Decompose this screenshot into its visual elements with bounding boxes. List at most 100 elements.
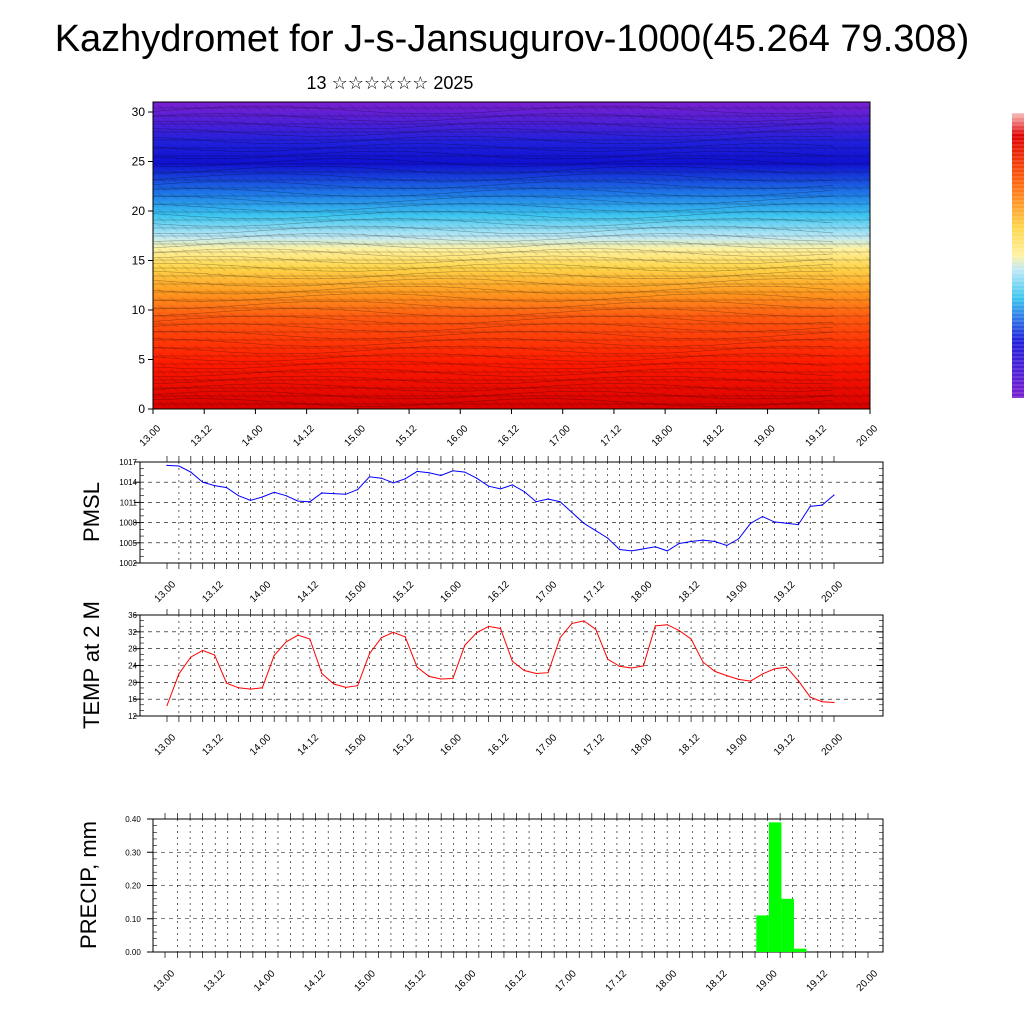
chart-subtitle: 13 ☆☆☆☆☆☆ 2025 bbox=[306, 73, 474, 93]
temp-x-tick-label: 16.00 bbox=[439, 732, 465, 758]
temp-data-point bbox=[690, 638, 692, 640]
temp-data-point bbox=[773, 668, 776, 670]
pmsl-x-tick-label: 13.12 bbox=[200, 579, 226, 605]
temp-x-tick-label: 18.00 bbox=[629, 732, 655, 758]
temp-x-tick-label: 19.00 bbox=[724, 732, 750, 758]
pmsl-data-point bbox=[464, 471, 466, 473]
pmsl-data-point bbox=[690, 540, 692, 543]
temp-data-point bbox=[249, 688, 251, 690]
pmsl-data-point bbox=[773, 521, 776, 523]
pmsl-data-point bbox=[404, 478, 406, 480]
temp-data-point bbox=[583, 620, 585, 622]
temp-data-point bbox=[309, 638, 311, 640]
pmsl-frame bbox=[139, 461, 884, 564]
temp-x-tick-label: 16.12 bbox=[486, 732, 512, 758]
pmsl-data-point bbox=[321, 492, 323, 494]
pmsl-data-point bbox=[202, 481, 204, 483]
temp-y-tick-label: 32 bbox=[128, 628, 137, 637]
temp-x-tick-label: 13.00 bbox=[153, 732, 179, 758]
streamline bbox=[152, 255, 834, 265]
streamline bbox=[152, 338, 834, 347]
streamline bbox=[152, 165, 834, 175]
pmsl-data-point bbox=[714, 540, 716, 543]
streamline bbox=[152, 330, 834, 340]
precip-x-tick-label: 14.00 bbox=[252, 968, 278, 994]
heatmap-y-tick-label: 0 bbox=[138, 402, 145, 416]
temp-x-tick-label: 20.00 bbox=[820, 732, 846, 758]
colorbar bbox=[1012, 112, 1024, 398]
streamline bbox=[152, 368, 834, 377]
pmsl-data-point bbox=[619, 548, 621, 551]
temp-y-tick-label: 16 bbox=[128, 695, 137, 704]
pmsl-data-point bbox=[487, 485, 490, 487]
streamline bbox=[152, 270, 834, 280]
temp-data-point bbox=[273, 654, 275, 657]
temp-x-tick-label: 13.12 bbox=[200, 732, 226, 758]
streamline bbox=[152, 233, 834, 242]
precip-bar bbox=[793, 948, 807, 952]
precip-x-tick-label: 18.00 bbox=[654, 968, 680, 994]
pmsl-x-tick-label: 14.00 bbox=[248, 579, 274, 605]
temp-x-tick-label: 18.12 bbox=[677, 732, 703, 758]
streamline bbox=[152, 195, 834, 205]
heatmap-x-tick-label: 15.00 bbox=[343, 423, 369, 449]
pmsl-panel: 1002 1005 1008 1011 1014 1017 13.00 13.12 14.00 1… bbox=[79, 456, 884, 605]
temp-data-point bbox=[726, 675, 728, 677]
pmsl-y-tick-label: 1011 bbox=[120, 498, 138, 507]
streamline bbox=[152, 180, 834, 190]
temp-y-axis-label: TEMP at 2 M bbox=[79, 601, 104, 729]
pmsl-x-tick-label: 20.00 bbox=[820, 579, 846, 605]
streamline bbox=[152, 383, 834, 392]
pmsl-x-tick-label: 17.12 bbox=[581, 579, 607, 605]
temp-data-point bbox=[285, 641, 287, 643]
streamline bbox=[152, 105, 834, 115]
pmsl-x-tick-label: 16.12 bbox=[486, 579, 512, 605]
pmsl-data-point bbox=[178, 465, 180, 467]
pmsl-data-point bbox=[380, 477, 382, 479]
pmsl-data-point bbox=[166, 464, 168, 466]
streamline bbox=[152, 315, 834, 325]
heatmap-x-tick-label: 16.00 bbox=[445, 423, 471, 449]
temp-data-point bbox=[666, 624, 668, 626]
temp-data-point bbox=[476, 632, 478, 634]
streamline bbox=[152, 360, 834, 370]
pmsl-data-point bbox=[750, 522, 752, 524]
temp-data-point bbox=[499, 627, 502, 630]
temp-data-point bbox=[809, 696, 811, 698]
streamline bbox=[152, 210, 834, 220]
pmsl-data-point bbox=[785, 522, 787, 524]
pmsl-data-point bbox=[595, 530, 597, 532]
temp-data-point bbox=[356, 685, 359, 687]
pmsl-data-point bbox=[523, 491, 525, 493]
pmsl-data-point bbox=[678, 542, 680, 545]
temp-data-point bbox=[225, 682, 228, 684]
pmsl-data-point bbox=[356, 489, 359, 491]
temp-data-point bbox=[702, 661, 704, 663]
pmsl-data-point bbox=[666, 550, 668, 552]
temp-data-point bbox=[607, 658, 609, 660]
heatmap-x-tick-label: 19.00 bbox=[752, 423, 778, 449]
pmsl-x-tick-label: 18.12 bbox=[677, 579, 703, 605]
temp-y-tick-label: 12 bbox=[128, 712, 137, 721]
heatmap-x-tick-label: 14.12 bbox=[291, 423, 317, 449]
pmsl-data-point bbox=[726, 544, 728, 547]
temp-data-point bbox=[714, 670, 716, 672]
precip-y-axis-label: PRECIP, mm bbox=[76, 821, 101, 949]
temp-data-point bbox=[368, 653, 371, 655]
pmsl-data-point bbox=[214, 484, 216, 487]
temp-data-point bbox=[571, 622, 573, 625]
pmsl-y-axis-label: PMSL bbox=[79, 482, 104, 542]
pmsl-data-point bbox=[273, 491, 275, 493]
temp-data-point bbox=[214, 654, 216, 656]
pmsl-data-point bbox=[583, 522, 585, 524]
streamline bbox=[152, 188, 834, 197]
precip-x-tick-label: 19.00 bbox=[754, 968, 780, 994]
precip-x-tick-label: 17.00 bbox=[553, 968, 579, 994]
temp-x-tick-label: 19.12 bbox=[772, 732, 798, 758]
temp-data-point bbox=[797, 680, 799, 682]
pmsl-data-point bbox=[440, 474, 442, 477]
pmsl-y-tick-label: 1008 bbox=[119, 519, 137, 528]
pmsl-data-point bbox=[702, 539, 704, 541]
heatmap-x-tick-label: 18.12 bbox=[701, 423, 727, 449]
